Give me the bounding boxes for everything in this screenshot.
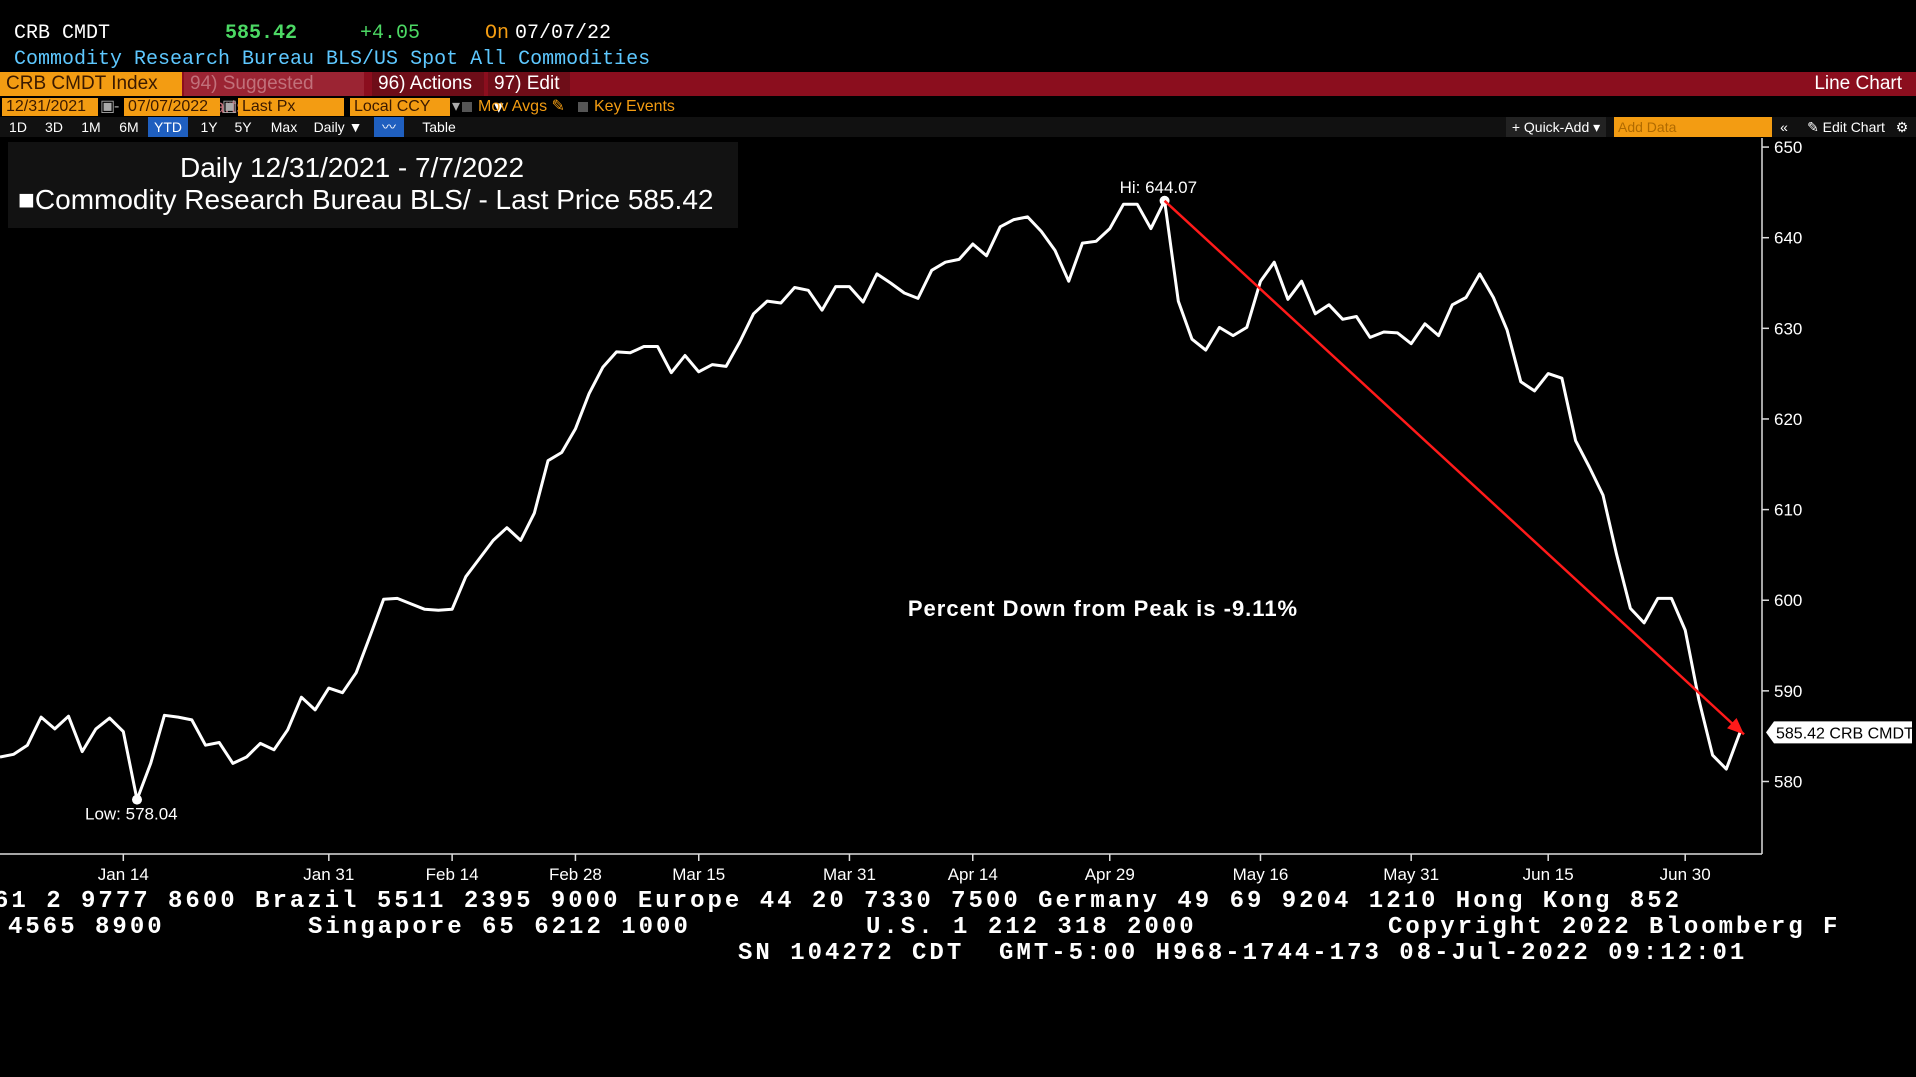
annotation-text: Percent Down from Peak is -9.11% (908, 596, 1298, 621)
period-ytd[interactable]: YTD (148, 117, 188, 137)
x-tick-label: Mar 31 (823, 865, 876, 884)
y-tick-label: 610 (1774, 501, 1802, 520)
mov-avgs-label: Mov Avgs (478, 98, 548, 115)
period-6m[interactable]: 6M (119, 119, 139, 135)
quote-header: CRB CMDT 585.42 +4.05 On 07/07/22 (0, 20, 1916, 46)
price-line (0, 199, 1742, 802)
high-label: Hi: 644.07 (1120, 178, 1198, 197)
x-tick-label: May 31 (1383, 865, 1439, 884)
date-separator: - (114, 98, 120, 115)
peak-to-last-arrow (1163, 199, 1745, 736)
checkbox-icon[interactable] (578, 101, 588, 112)
table-button[interactable]: Table (422, 119, 456, 135)
y-tick-label: 590 (1774, 682, 1802, 701)
price-field-select[interactable]: Last Px (238, 98, 344, 116)
pencil-icon[interactable]: ✎ (551, 98, 565, 115)
period-1m[interactable]: 1M (81, 119, 101, 135)
x-tick-label: Feb 28 (549, 865, 602, 884)
y-tick-label: 640 (1774, 229, 1802, 248)
period-max[interactable]: Max (270, 119, 298, 135)
footer-contacts: 61 2 9777 8600 Brazil 5511 2395 9000 Eur… (0, 888, 1916, 1077)
legend-swatch: ■ (18, 184, 35, 215)
arrow-head-icon (1727, 717, 1744, 735)
period-bar: 1D 3D 1M 6M YTD 1Y 5Y Max Daily ▼ 〰 Tabl… (0, 117, 1916, 137)
x-tick-label: Mar 15 (672, 865, 725, 884)
x-year-label: 2022 (871, 885, 909, 888)
footer-line-3: SN 104272 CDT GMT-5:00 H968-1744-173 08-… (738, 940, 1748, 967)
frequency-select[interactable]: Daily ▼ (313, 119, 363, 135)
key-events-toggle[interactable]: Key Events (578, 98, 675, 116)
edit-chart-button[interactable]: ✎ Edit Chart (1807, 119, 1885, 135)
on-label: On (485, 22, 510, 45)
x-tick-label: Jun 30 (1660, 865, 1711, 884)
period-3d[interactable]: 3D (45, 119, 63, 135)
y-tick-label: 580 (1774, 772, 1802, 791)
security-description: Commodity Research Bureau BLS/US Spot Al… (14, 48, 651, 71)
line-chart-icon[interactable]: 〰 (374, 117, 404, 137)
x-tick-label: Jan 14 (98, 865, 149, 884)
add-data-input[interactable]: Add Data (1614, 117, 1772, 137)
options-row: 12/31/2021 ▣ - 07/07/2022 ▣ Last Px Loca… (0, 97, 1916, 117)
mov-avgs-toggle[interactable]: Mov Avgs ✎ (462, 98, 565, 116)
y-tick-label: 620 (1774, 410, 1802, 429)
view-type-label[interactable]: Line Chart (1814, 73, 1902, 94)
key-events-label: Key Events (594, 98, 675, 115)
suggested-charts-menu[interactable]: 94) Suggested Charts (184, 72, 364, 118)
x-tick-label: May 16 (1233, 865, 1289, 884)
footer-line-2c: U.S. 1 212 318 2000 (866, 914, 1197, 941)
start-date-field[interactable]: 12/31/2021 (2, 98, 98, 116)
y-tick-label: 600 (1774, 591, 1802, 610)
last-price-tag-label: 585.42 CRB CMDT (1776, 725, 1914, 742)
x-tick-label: Apr 14 (948, 865, 998, 884)
x-tick-label: Apr 29 (1085, 865, 1135, 884)
period-5y[interactable]: 5Y (234, 119, 252, 135)
collapse-icon[interactable]: « (1780, 119, 1788, 135)
security-field[interactable]: CRB CMDT Index (0, 72, 182, 96)
actions-menu[interactable]: 96) Actions ▾ (372, 72, 484, 118)
footer-line-2a: 4565 8900 (8, 914, 165, 941)
currency-select[interactable]: Local CCY (350, 98, 450, 116)
calendar-icon[interactable]: ▣ (222, 98, 238, 115)
y-tick-label: 630 (1774, 319, 1802, 338)
calendar-icon[interactable]: ▣ (100, 98, 116, 115)
price-chart: 580 590 600 610 620 630 640 650 Jan 14 Jan 31 Feb … (0, 138, 1914, 888)
period-1d[interactable]: 1D (9, 119, 27, 135)
x-tick-label: Jan 31 (303, 865, 354, 884)
footer-line-2b: Singapore 65 6212 1000 (308, 914, 691, 941)
checkbox-icon[interactable] (462, 101, 472, 112)
legend-series: ■Commodity Research Bureau BLS/ - Last P… (18, 184, 713, 216)
low-marker (132, 794, 143, 805)
quick-add-button[interactable]: + Quick-Add ▾ (1506, 117, 1606, 137)
legend-series-label: Commodity Research Bureau BLS/ - Last Pr… (34, 184, 714, 215)
footer-line-2d: Copyright 2022 Bloomberg F (1388, 914, 1841, 941)
last-price-tag (1766, 721, 1912, 744)
quote-date: 07/07/22 (515, 22, 612, 45)
ticker-label: CRB CMDT (14, 22, 111, 45)
legend-title: Daily 12/31/2021 - 7/7/2022 (180, 152, 525, 183)
footer-line-1: 61 2 9777 8600 Brazil 5511 2395 9000 Eur… (0, 888, 1683, 915)
price-change: +4.05 (360, 22, 421, 45)
low-label: Low: 578.04 (85, 805, 178, 824)
chart-toolbar: CRB CMDT Index 94) Suggested Charts 96) … (0, 72, 1916, 118)
dropdown-icon[interactable]: ▾ (452, 98, 461, 115)
period-1y[interactable]: 1Y (200, 119, 218, 135)
last-price: 585.42 (225, 22, 298, 45)
end-date-field[interactable]: 07/07/2022 (124, 98, 220, 116)
edit-menu[interactable]: 97) Edit ▾ (488, 72, 570, 118)
gear-icon[interactable]: ⚙ (1895, 119, 1909, 135)
chart-legend: Daily 12/31/2021 - 7/7/2022 ■Commodity R… (8, 142, 738, 228)
x-tick-label: Feb 14 (426, 865, 479, 884)
y-tick-label: 650 (1774, 138, 1802, 157)
x-tick-label: Jun 15 (1523, 865, 1574, 884)
